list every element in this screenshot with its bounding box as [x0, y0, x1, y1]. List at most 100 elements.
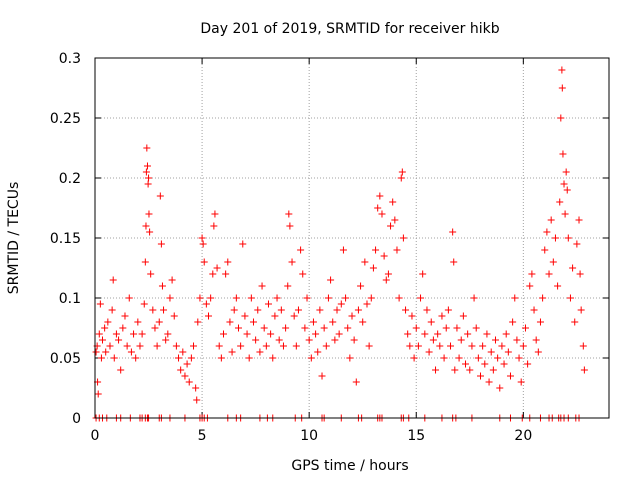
data-point: [438, 312, 446, 320]
data-point: [303, 294, 311, 302]
x-axis-label: GPS time / hours: [291, 458, 408, 474]
data-point: [554, 282, 562, 290]
x-tick-label: 15: [407, 428, 425, 444]
data-point: [449, 228, 457, 236]
data-point: [134, 318, 142, 326]
data-point: [509, 318, 517, 326]
data-point: [262, 342, 270, 350]
data-point: [211, 210, 219, 218]
data-point: [183, 360, 191, 368]
data-point: [213, 264, 221, 272]
data-point: [305, 336, 313, 344]
data-point: [575, 216, 583, 224]
data-point: [419, 270, 427, 278]
data-point: [290, 312, 298, 320]
data-point: [127, 348, 135, 356]
y-tick-label: 0.1: [59, 291, 81, 307]
y-tick-label: 0.3: [59, 51, 81, 67]
data-point: [425, 348, 433, 356]
data-point: [95, 330, 103, 338]
data-point: [224, 258, 232, 266]
data-point: [282, 324, 290, 332]
grid-lines: [95, 58, 609, 418]
data-point: [389, 198, 397, 206]
data-point: [294, 306, 302, 314]
data-point: [489, 366, 497, 374]
data-point: [170, 312, 178, 320]
data-point: [502, 330, 510, 338]
data-point: [292, 342, 300, 350]
data-point: [97, 354, 105, 362]
data-point: [109, 276, 117, 284]
data-point: [205, 312, 213, 320]
data-point: [423, 306, 431, 314]
data-point: [398, 168, 406, 176]
data-point: [267, 330, 275, 338]
data-point: [243, 330, 251, 338]
data-point: [222, 270, 230, 278]
data-point: [288, 258, 296, 266]
data-point: [314, 348, 322, 356]
data-point: [220, 330, 227, 338]
data-point: [147, 270, 155, 278]
data-point: [160, 306, 168, 314]
data-point: [560, 180, 568, 188]
data-point: [146, 228, 154, 236]
data-point: [158, 282, 166, 290]
data-point: [145, 210, 153, 218]
data-point: [301, 324, 309, 332]
data-point: [563, 186, 571, 194]
chart-title: Day 201 of 2019, SRMTID for receiver hik…: [200, 21, 499, 37]
data-point: [140, 300, 148, 308]
data-point: [557, 114, 565, 122]
data-point: [359, 318, 367, 326]
data-point: [504, 348, 512, 356]
data-point: [193, 396, 201, 404]
data-point: [566, 294, 574, 302]
data-point: [374, 204, 382, 212]
data-point: [536, 318, 544, 326]
data-point: [202, 300, 210, 308]
data-point: [455, 354, 463, 362]
data-point: [545, 270, 553, 278]
data-point: [532, 336, 540, 344]
y-tick-label: 0.05: [50, 351, 81, 367]
data-point: [483, 330, 491, 338]
data-point: [515, 354, 523, 362]
data-point: [239, 240, 247, 248]
data-point: [427, 318, 435, 326]
data-point: [299, 270, 307, 278]
y-tick-label: 0: [72, 411, 81, 427]
data-point: [481, 360, 489, 368]
data-point: [199, 240, 207, 248]
data-point: [162, 336, 170, 344]
data-point: [175, 354, 183, 362]
data-point: [410, 354, 418, 362]
data-point: [562, 168, 570, 176]
data-point: [337, 300, 345, 308]
data-point: [92, 348, 100, 356]
data-point: [316, 306, 324, 314]
data-point: [434, 330, 442, 338]
data-point: [539, 294, 547, 302]
data-point: [264, 300, 272, 308]
data-point: [119, 324, 127, 332]
y-axis-label: SRMTID / TECUs: [6, 182, 22, 295]
data-point: [556, 198, 564, 206]
data-point: [96, 300, 104, 308]
data-point: [479, 342, 487, 350]
data-point: [232, 294, 240, 302]
data-point: [451, 366, 459, 374]
data-point: [324, 294, 332, 302]
data-point: [569, 264, 577, 272]
data-point: [382, 276, 390, 284]
data-point: [142, 168, 150, 176]
data-point: [513, 336, 521, 344]
data-point: [285, 210, 293, 218]
data-point: [190, 342, 198, 350]
data-point: [436, 342, 444, 350]
data-point: [580, 366, 588, 374]
data-point: [442, 324, 450, 332]
data-point: [395, 294, 403, 302]
